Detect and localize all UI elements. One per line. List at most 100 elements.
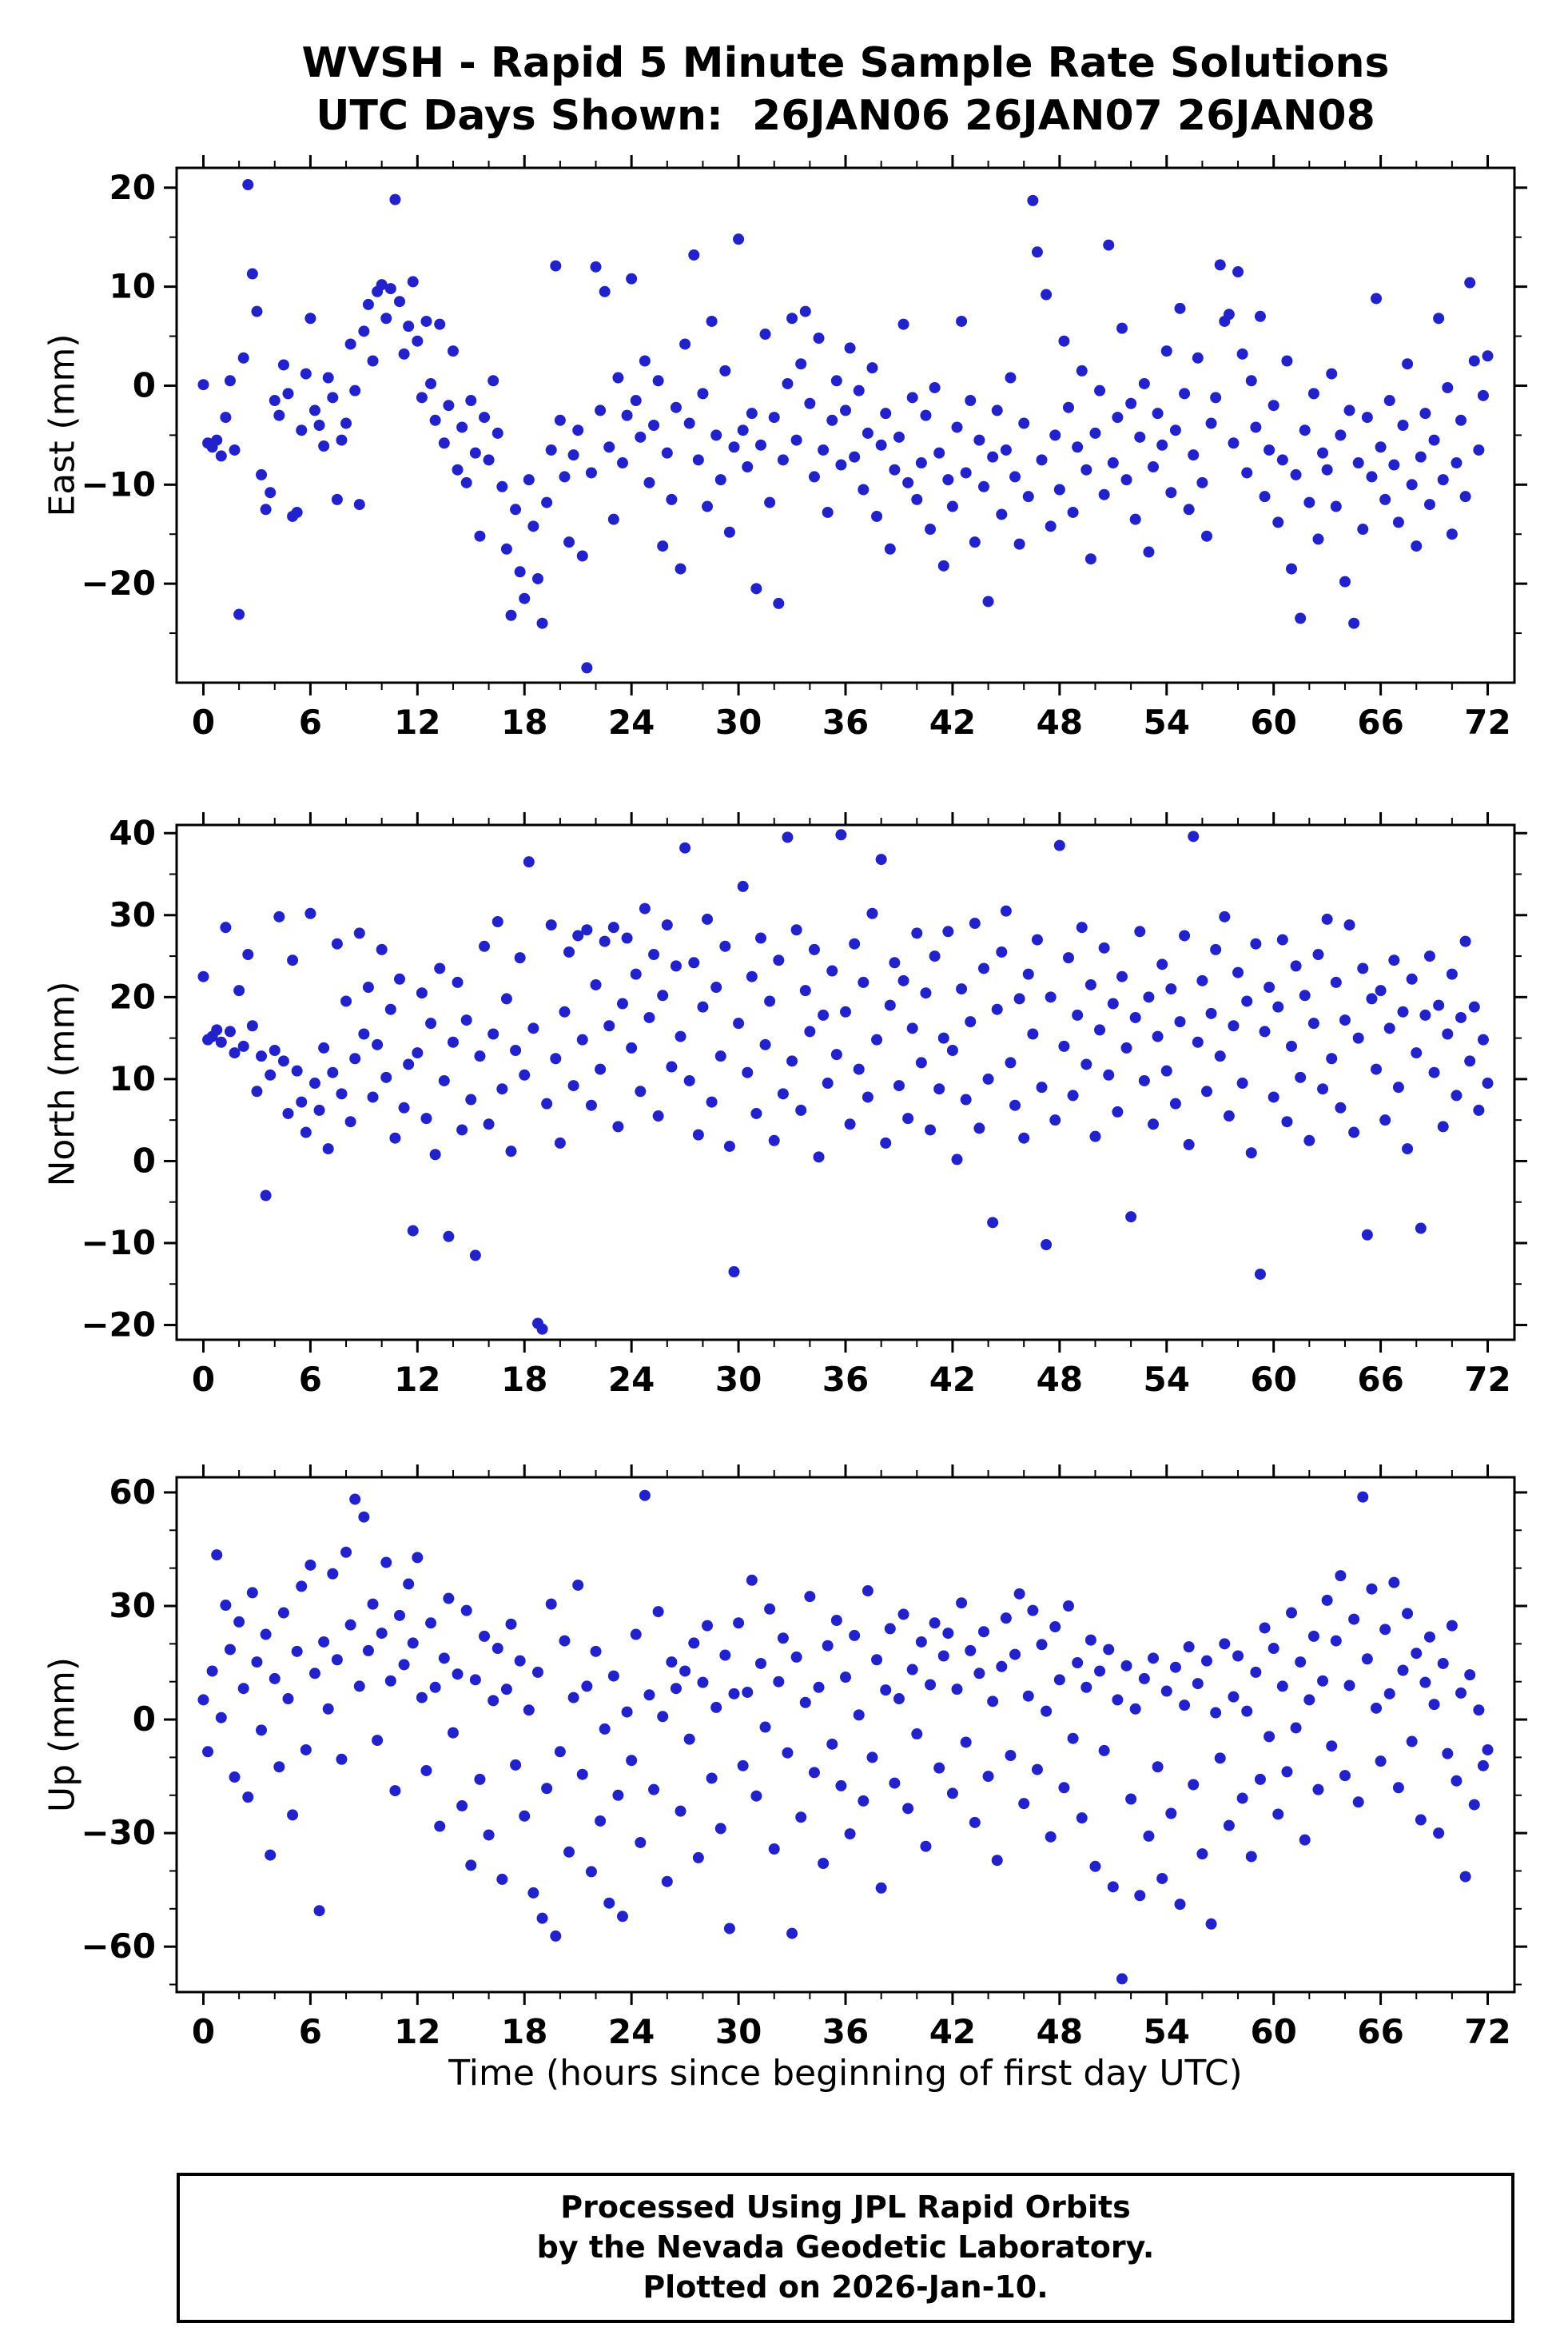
data-point (1210, 392, 1222, 404)
data-point (1045, 1831, 1057, 1843)
data-point (777, 1088, 789, 1100)
data-point (920, 1840, 932, 1852)
data-point (1366, 471, 1378, 483)
x-tick-label: 54 (1144, 1360, 1190, 1399)
data-point (1200, 1655, 1212, 1667)
data-point (429, 1149, 441, 1161)
data-point (1268, 400, 1279, 412)
data-point (1148, 1652, 1160, 1664)
up-scatter-panel: 0 6 12 18 24 30 36 42 48 54 60 66 72 −60 −30 0 30 60 (81, 1464, 1527, 2051)
data-point (1272, 1001, 1284, 1013)
data-point (1437, 1657, 1449, 1669)
data-point (648, 420, 660, 431)
data-point (692, 454, 704, 466)
data-point (336, 1753, 348, 1765)
data-point (880, 1684, 892, 1696)
data-point (197, 970, 209, 982)
data-point (559, 1006, 571, 1018)
data-point (367, 1598, 379, 1610)
data-point (1343, 919, 1355, 931)
data-point (1482, 1743, 1494, 1755)
data-point (937, 1650, 949, 1662)
data-point (942, 926, 954, 938)
data-point (759, 329, 771, 341)
data-point (456, 1800, 468, 1812)
data-point (804, 397, 816, 409)
data-point (367, 1091, 379, 1103)
data-point (996, 508, 1008, 520)
data-point (714, 474, 726, 486)
data-point (764, 496, 776, 508)
data-point (1423, 1631, 1435, 1643)
data-point (1107, 457, 1119, 469)
data-point (340, 417, 352, 429)
data-point (1018, 1798, 1030, 1810)
data-point (893, 1080, 905, 1092)
y-tick-label: 30 (109, 1586, 156, 1625)
data-point (742, 461, 754, 473)
y-tick-label: 10 (109, 267, 156, 306)
data-point (612, 372, 624, 384)
data-point (675, 1030, 686, 1042)
data-point (251, 305, 263, 317)
footer-line2: by the Nevada Geodetic Laboratory. (536, 2229, 1155, 2265)
data-point (987, 1695, 999, 1707)
data-point (479, 1630, 491, 1642)
data-point (1402, 1608, 1414, 1620)
y-tick-label: 60 (109, 1472, 156, 1512)
data-point (1406, 973, 1418, 985)
data-point (1005, 1750, 1017, 1762)
data-point (1183, 1641, 1195, 1653)
data-point (491, 916, 503, 928)
data-point (1183, 1138, 1195, 1150)
data-point (277, 1055, 289, 1067)
data-point (773, 954, 785, 966)
data-point (754, 1657, 766, 1669)
data-point (951, 421, 963, 433)
data-point (1041, 1239, 1053, 1251)
data-point (1152, 1030, 1164, 1042)
data-point (1205, 1007, 1217, 1019)
data-point (500, 1684, 512, 1695)
data-point (452, 976, 464, 988)
data-point (344, 338, 356, 350)
data-point (554, 1746, 566, 1758)
data-point (875, 854, 887, 866)
data-point (661, 1875, 673, 1887)
data-point (1228, 1691, 1240, 1703)
data-point (1169, 1661, 1181, 1673)
data-point (897, 1608, 909, 1620)
data-point (1321, 1594, 1333, 1606)
data-point (880, 1137, 892, 1149)
data-point (572, 930, 584, 942)
data-point (920, 987, 932, 999)
data-point (269, 1045, 281, 1057)
data-point (1089, 1130, 1101, 1142)
data-point (723, 1140, 735, 1152)
data-point (336, 1088, 348, 1100)
data-point (1330, 976, 1342, 988)
y-tick-label: −20 (81, 1305, 156, 1345)
up-axis-title: Up (mm) (42, 1656, 83, 1813)
data-point (1134, 926, 1146, 938)
data-point (353, 1680, 365, 1692)
data-point (965, 1016, 977, 1028)
data-point (1321, 913, 1333, 925)
data-point (906, 1664, 918, 1676)
data-point (1084, 978, 1096, 990)
data-point (425, 1617, 437, 1629)
data-point (585, 1866, 597, 1878)
data-point (1330, 1635, 1342, 1647)
data-point (1232, 1650, 1244, 1662)
data-point (474, 1050, 486, 1062)
data-point (1419, 408, 1431, 420)
data-point (416, 987, 428, 999)
data-point (1072, 1009, 1084, 1021)
data-point (1094, 1024, 1106, 1036)
data-point (621, 409, 633, 421)
data-point (759, 1721, 771, 1733)
data-point (835, 459, 847, 471)
data-point (237, 1040, 249, 1052)
data-point (1375, 1755, 1387, 1767)
data-point (233, 608, 245, 620)
